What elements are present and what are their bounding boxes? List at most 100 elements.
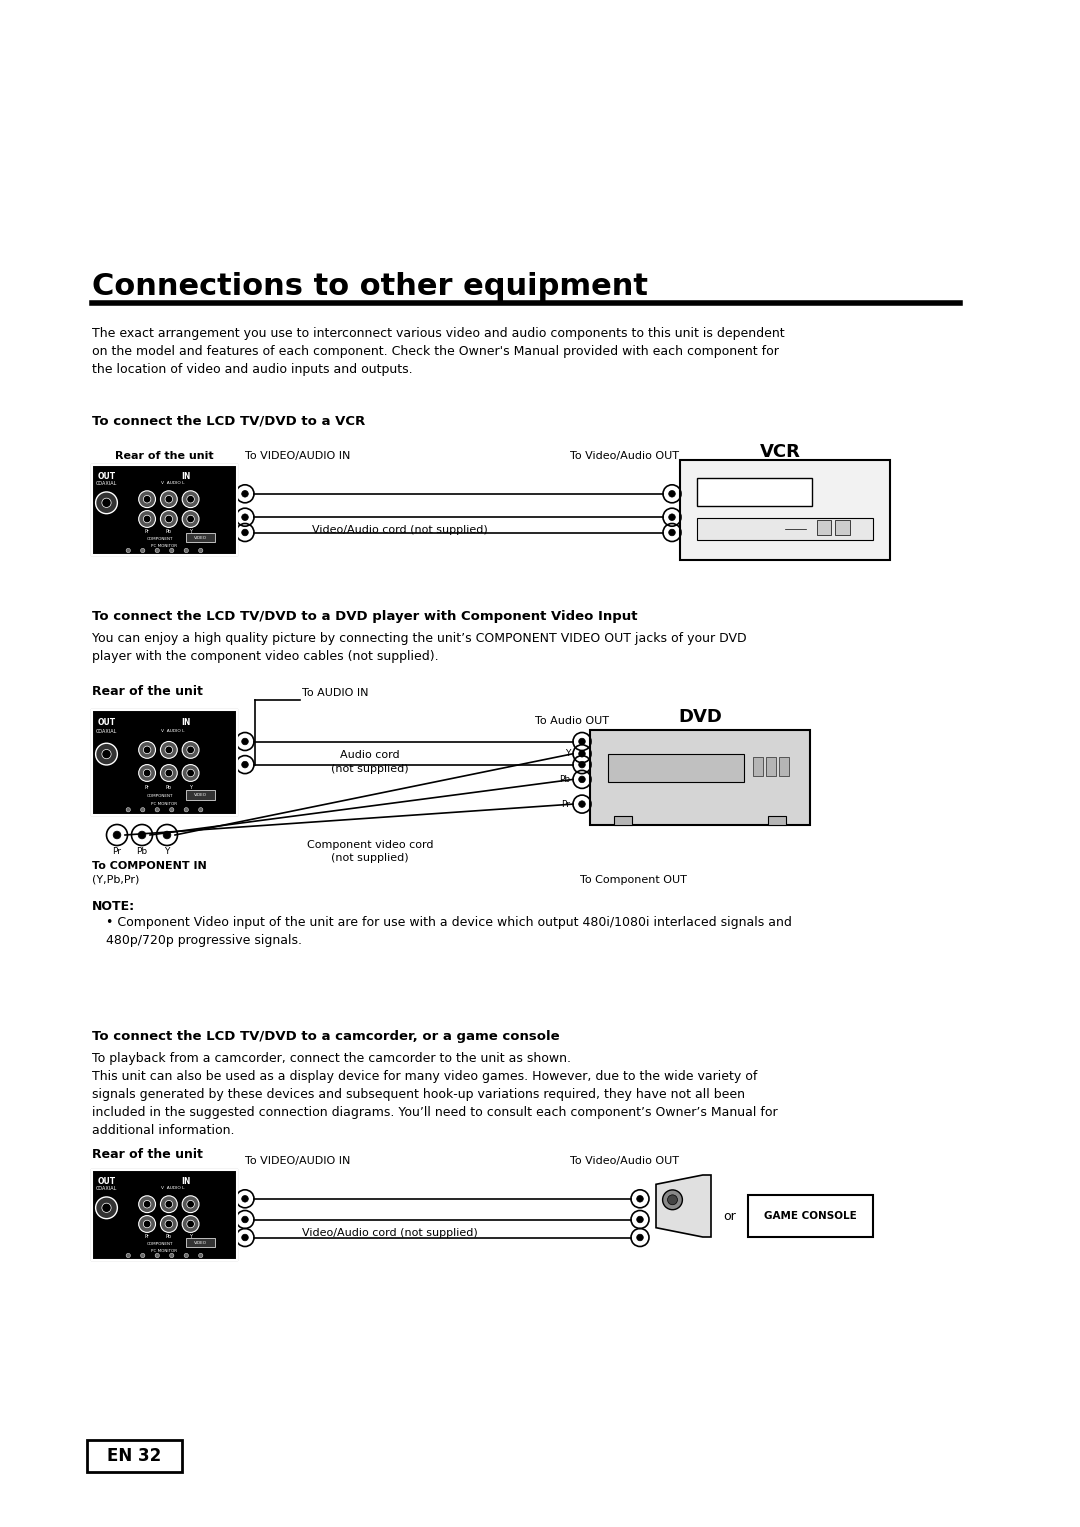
- Circle shape: [669, 530, 675, 536]
- Circle shape: [161, 510, 177, 527]
- Text: To AUDIO IN: To AUDIO IN: [302, 689, 368, 698]
- Text: To Video/Audio OUT: To Video/Audio OUT: [570, 1156, 679, 1167]
- Text: Pr: Pr: [145, 528, 149, 534]
- Text: To playback from a camcorder, connect the camcorder to the unit as shown.
This u: To playback from a camcorder, connect th…: [92, 1052, 778, 1138]
- Text: Pr: Pr: [561, 800, 570, 809]
- Text: Y: Y: [565, 750, 570, 759]
- Text: Video/Audio cord (not supplied): Video/Audio cord (not supplied): [302, 1228, 477, 1238]
- Circle shape: [96, 492, 118, 513]
- Text: Pr: Pr: [145, 1234, 149, 1238]
- Text: EN 32: EN 32: [107, 1448, 162, 1464]
- Text: PC MONITOR: PC MONITOR: [151, 1249, 177, 1254]
- Circle shape: [184, 1254, 188, 1258]
- Circle shape: [165, 747, 173, 754]
- Text: OUT: OUT: [97, 718, 116, 727]
- Circle shape: [102, 498, 111, 507]
- Circle shape: [113, 831, 121, 838]
- Circle shape: [165, 1220, 173, 1228]
- Circle shape: [242, 515, 248, 521]
- Text: V  AUDIO L: V AUDIO L: [161, 481, 185, 486]
- Circle shape: [126, 548, 131, 553]
- Circle shape: [187, 1200, 194, 1208]
- Text: Pb: Pb: [136, 847, 148, 857]
- Text: Rear of the unit: Rear of the unit: [114, 450, 214, 461]
- Text: COMPONENT: COMPONENT: [147, 538, 174, 541]
- Text: GAME CONSOLE: GAME CONSOLE: [765, 1211, 856, 1222]
- Text: COMPONENT: COMPONENT: [147, 1241, 174, 1246]
- Bar: [92, 1170, 237, 1260]
- Circle shape: [156, 548, 160, 553]
- Circle shape: [579, 800, 585, 808]
- Bar: [186, 533, 215, 542]
- Bar: [697, 518, 874, 541]
- Text: To Audio OUT: To Audio OUT: [535, 716, 609, 727]
- Circle shape: [579, 776, 585, 783]
- Circle shape: [144, 770, 151, 777]
- Circle shape: [170, 808, 174, 812]
- Circle shape: [170, 1254, 174, 1258]
- Circle shape: [579, 762, 585, 768]
- Circle shape: [163, 831, 171, 838]
- Circle shape: [102, 750, 111, 759]
- Circle shape: [242, 1215, 248, 1223]
- Circle shape: [242, 738, 248, 745]
- Text: (not supplied): (not supplied): [332, 764, 409, 774]
- Text: Pr: Pr: [145, 785, 149, 789]
- Bar: [87, 1440, 183, 1472]
- Circle shape: [161, 1196, 177, 1212]
- Circle shape: [144, 1200, 151, 1208]
- Circle shape: [199, 1254, 203, 1258]
- Circle shape: [667, 1194, 677, 1205]
- Circle shape: [183, 510, 199, 527]
- Bar: [92, 710, 237, 815]
- Bar: [186, 789, 215, 800]
- Circle shape: [126, 1254, 131, 1258]
- Text: Pb: Pb: [166, 1234, 172, 1238]
- Circle shape: [637, 1234, 644, 1241]
- Circle shape: [242, 762, 248, 768]
- Text: IN: IN: [181, 718, 191, 727]
- Circle shape: [96, 744, 118, 765]
- Circle shape: [140, 1254, 145, 1258]
- Circle shape: [140, 548, 145, 553]
- Text: To Component OUT: To Component OUT: [580, 875, 687, 886]
- Bar: [753, 756, 762, 776]
- Circle shape: [156, 1254, 160, 1258]
- Text: COAXIAL: COAXIAL: [96, 481, 118, 486]
- Text: Y: Y: [189, 528, 192, 534]
- Text: (Y,Pb,Pr): (Y,Pb,Pr): [92, 875, 139, 886]
- Bar: [92, 710, 237, 815]
- Text: Rear of the unit: Rear of the unit: [92, 686, 203, 698]
- Text: To connect the LCD TV/DVD to a camcorder, or a game console: To connect the LCD TV/DVD to a camcorder…: [92, 1031, 559, 1043]
- Circle shape: [242, 490, 248, 498]
- Circle shape: [669, 515, 675, 521]
- Text: V  AUDIO L: V AUDIO L: [161, 728, 185, 733]
- Circle shape: [144, 515, 151, 522]
- Circle shape: [184, 548, 188, 553]
- Bar: [615, 815, 632, 825]
- Circle shape: [187, 747, 194, 754]
- Circle shape: [579, 750, 585, 757]
- Circle shape: [165, 515, 173, 522]
- Circle shape: [102, 1203, 111, 1212]
- Text: COMPONENT: COMPONENT: [147, 794, 174, 799]
- Bar: [748, 1196, 873, 1237]
- Circle shape: [156, 808, 160, 812]
- Text: DVD: DVD: [678, 709, 721, 725]
- Circle shape: [96, 1197, 118, 1219]
- Text: OUT: OUT: [97, 472, 116, 481]
- Circle shape: [126, 808, 131, 812]
- Text: Audio cord: Audio cord: [340, 750, 400, 759]
- Circle shape: [183, 490, 199, 507]
- Circle shape: [242, 1234, 248, 1241]
- Bar: [92, 466, 237, 554]
- Bar: [186, 1238, 215, 1248]
- Circle shape: [161, 1215, 177, 1232]
- Text: The exact arrangement you use to interconnect various video and audio components: The exact arrangement you use to interco…: [92, 327, 785, 376]
- Circle shape: [138, 510, 156, 527]
- Circle shape: [138, 765, 156, 782]
- Circle shape: [138, 490, 156, 507]
- Circle shape: [183, 765, 199, 782]
- Text: You can enjoy a high quality picture by connecting the unit’s COMPONENT VIDEO OU: You can enjoy a high quality picture by …: [92, 632, 746, 663]
- Circle shape: [187, 1220, 194, 1228]
